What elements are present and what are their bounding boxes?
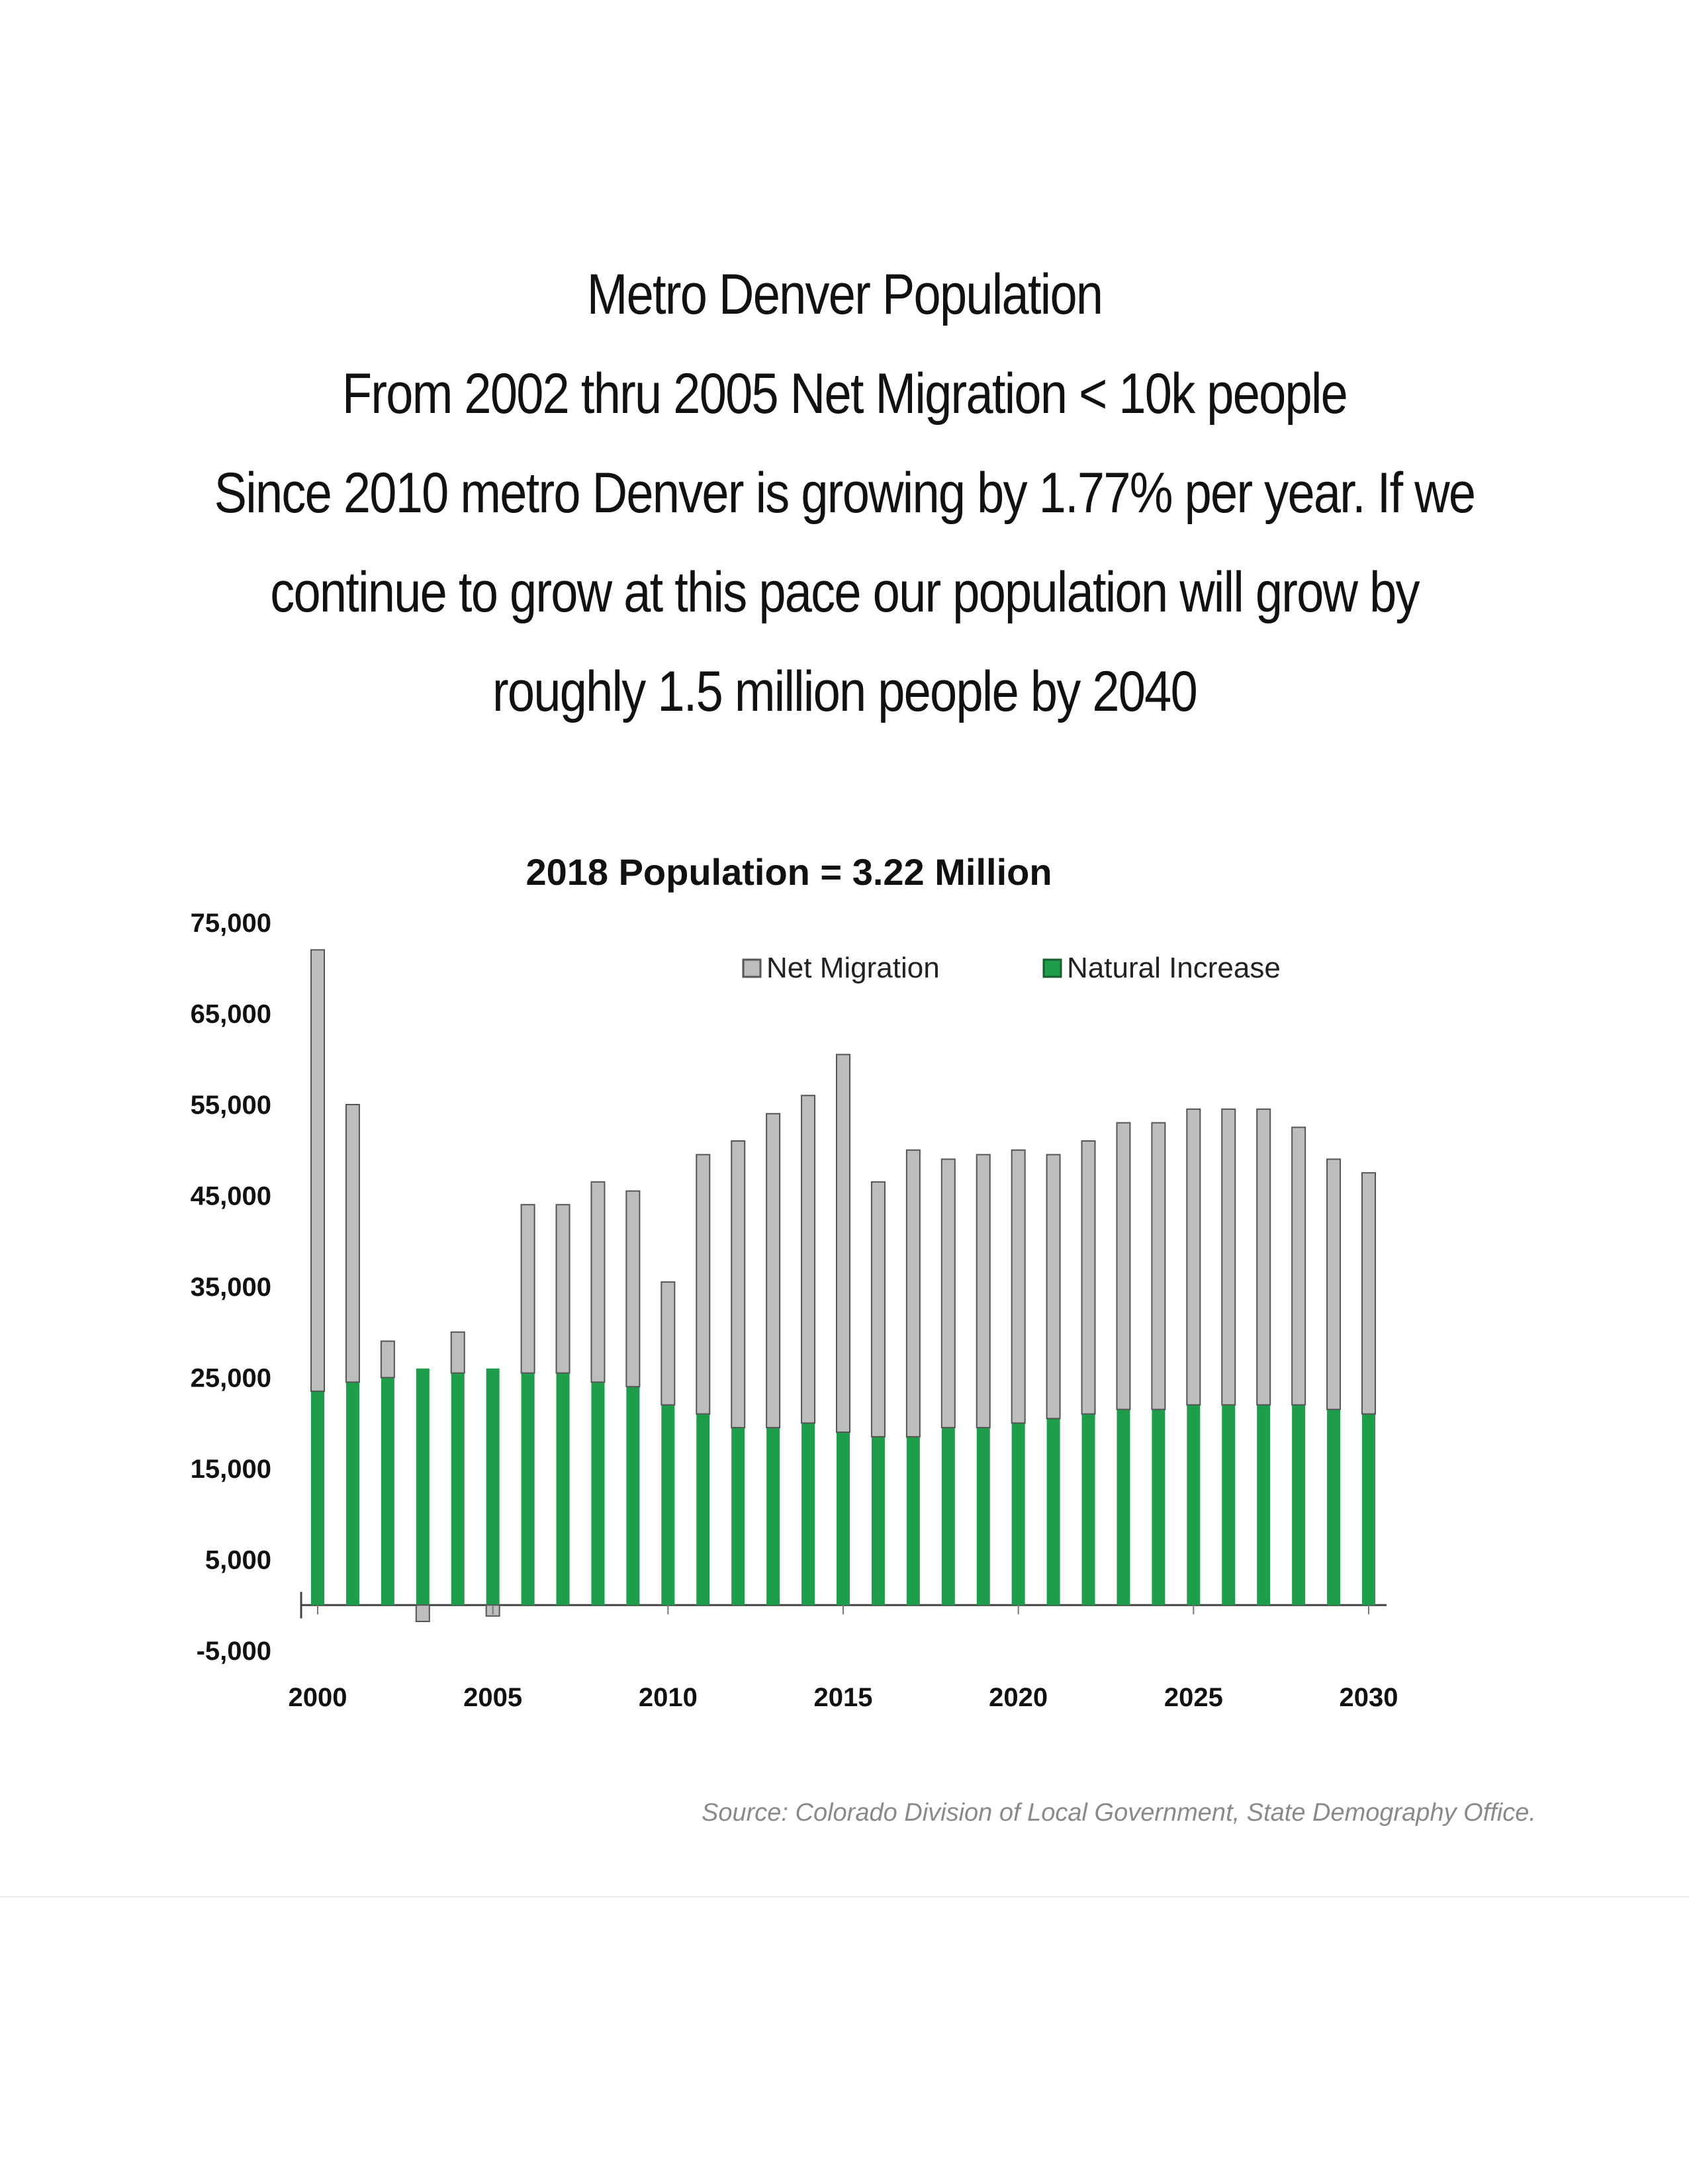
y-tick-label: 15,000 <box>191 1455 271 1484</box>
legend-label-natural-increase: Natural Increase <box>1067 952 1281 984</box>
bar-net-migration-2017 <box>905 1149 921 1437</box>
heading-line-3: Since 2010 metro Denver is growing by 1.… <box>214 461 1476 525</box>
bar-net-migration-2000 <box>310 949 325 1392</box>
bar-net-migration-2002 <box>380 1340 395 1379</box>
bar-natural-increase-2004 <box>451 1373 465 1606</box>
y-tick-label: 55,000 <box>191 1091 271 1120</box>
bar-net-migration-2001 <box>345 1104 360 1383</box>
y-tick-label: 75,000 <box>191 909 271 938</box>
bar-natural-increase-2029 <box>1327 1409 1341 1606</box>
bar-natural-increase-2014 <box>801 1423 815 1606</box>
bar-net-migration-2025 <box>1186 1108 1201 1406</box>
bar-natural-increase-2026 <box>1222 1404 1236 1606</box>
y-tick-label: 25,000 <box>191 1364 271 1393</box>
bar-natural-increase-2007 <box>556 1373 570 1606</box>
x-tick-label: 2005 <box>463 1683 522 1712</box>
heading-line-1: Metro Denver Population <box>586 263 1103 326</box>
x-tick-label: 2030 <box>1340 1683 1398 1712</box>
page-heading: Metro Denver Population From 2002 thru 2… <box>118 245 1571 741</box>
bar-net-migration-2019 <box>976 1154 991 1429</box>
x-tick-label: 2000 <box>289 1683 347 1712</box>
y-tick-label: 65,000 <box>191 1000 271 1029</box>
legend: Net Migration Natural Increase <box>742 952 1281 984</box>
x-tick-label: 2015 <box>814 1683 873 1712</box>
bar-net-migration-2029 <box>1326 1158 1342 1410</box>
bar-net-migration-2006 <box>520 1204 535 1374</box>
bar-net-migration-2013 <box>766 1113 781 1429</box>
bar-natural-increase-2012 <box>731 1428 745 1606</box>
x-tick-label: 2020 <box>989 1683 1048 1712</box>
bar-natural-increase-2003 <box>416 1368 430 1606</box>
bar-natural-increase-2030 <box>1362 1414 1375 1606</box>
chart-title: 2018 Population = 3.22 Million <box>525 851 1052 893</box>
bar-natural-increase-2006 <box>521 1373 535 1606</box>
bar-natural-increase-2025 <box>1187 1404 1201 1606</box>
heading-line-4: continue to grow at this pace our popula… <box>270 561 1420 624</box>
y-tick-label: 5,000 <box>205 1546 271 1575</box>
bar-natural-increase-2018 <box>941 1428 955 1606</box>
page-divider <box>0 1896 1689 1897</box>
bar-net-migration-2026 <box>1221 1108 1236 1406</box>
heading-line-5: roughly 1.5 million people by 2040 <box>492 660 1198 723</box>
bar-natural-increase-2028 <box>1292 1404 1306 1606</box>
y-tick-label: 45,000 <box>191 1182 271 1211</box>
legend-swatch-natural-increase <box>1042 958 1062 978</box>
bar-net-migration-2018 <box>940 1158 956 1429</box>
bar-natural-increase-2008 <box>591 1382 605 1606</box>
bar-natural-increase-2002 <box>381 1377 394 1606</box>
bar-natural-increase-2005 <box>486 1368 500 1606</box>
bar-net-migration-2021 <box>1046 1154 1061 1420</box>
bar-net-migration-2028 <box>1291 1126 1306 1406</box>
bar-net-migration-2016 <box>870 1181 886 1437</box>
x-axis: 2000 2005 2010 2015 2020 2025 2030 <box>289 1605 1398 1712</box>
legend-label-net-migration: Net Migration <box>766 952 940 984</box>
bar-natural-increase-2022 <box>1081 1414 1095 1606</box>
x-tick-label: 2025 <box>1164 1683 1223 1712</box>
y-tick-label: -5,000 <box>197 1637 271 1666</box>
bar-net-migration-2007 <box>555 1204 571 1374</box>
y-axis: 75,000 65,000 55,000 45,000 35,000 25,000 15,0… <box>191 909 271 1666</box>
bar-net-migration-2010 <box>661 1281 676 1406</box>
legend-swatch-net-migration <box>742 958 762 978</box>
bar-net-migration-2008 <box>590 1181 606 1383</box>
bar-net-migration-2022 <box>1081 1140 1096 1415</box>
bar-net-migration-2027 <box>1256 1108 1271 1406</box>
x-tick-label: 2010 <box>639 1683 698 1712</box>
bar-net-migration-2024 <box>1151 1122 1166 1410</box>
bar-natural-increase-2010 <box>661 1404 675 1606</box>
bar-net-migration-2012 <box>731 1140 746 1429</box>
bar-net-migration-2003 <box>415 1604 430 1622</box>
bar-natural-increase-2001 <box>345 1382 359 1606</box>
y-tick-label: 35,000 <box>191 1273 271 1302</box>
bar-natural-increase-2000 <box>311 1391 324 1606</box>
bar-natural-increase-2024 <box>1152 1409 1165 1606</box>
bar-net-migration-2030 <box>1361 1172 1376 1415</box>
bar-net-migration-2011 <box>696 1154 711 1415</box>
bar-natural-increase-2023 <box>1117 1409 1130 1606</box>
bar-natural-increase-2027 <box>1257 1404 1271 1606</box>
bar-natural-increase-2017 <box>906 1436 920 1606</box>
bar-net-migration-2020 <box>1011 1149 1026 1424</box>
heading-line-2: From 2002 thru 2005 Net Migration < 10k … <box>342 362 1348 426</box>
bar-net-migration-2023 <box>1116 1122 1131 1410</box>
bar-natural-increase-2015 <box>837 1432 850 1606</box>
bar-natural-increase-2011 <box>696 1414 710 1606</box>
bar-net-migration-2014 <box>801 1095 816 1424</box>
source-note: Source: Colorado Division of Local Gover… <box>702 1799 1536 1827</box>
bar-natural-increase-2020 <box>1011 1423 1025 1606</box>
bar-natural-increase-2009 <box>626 1387 640 1606</box>
bar-net-migration-2009 <box>625 1190 641 1388</box>
bar-natural-increase-2016 <box>871 1436 885 1606</box>
bar-net-migration-2004 <box>450 1331 465 1374</box>
bar-natural-increase-2019 <box>976 1428 990 1606</box>
bar-natural-increase-2021 <box>1046 1418 1060 1606</box>
bar-net-migration-2015 <box>836 1054 850 1433</box>
bar-natural-increase-2013 <box>766 1428 780 1606</box>
plot-area <box>300 949 1387 1622</box>
